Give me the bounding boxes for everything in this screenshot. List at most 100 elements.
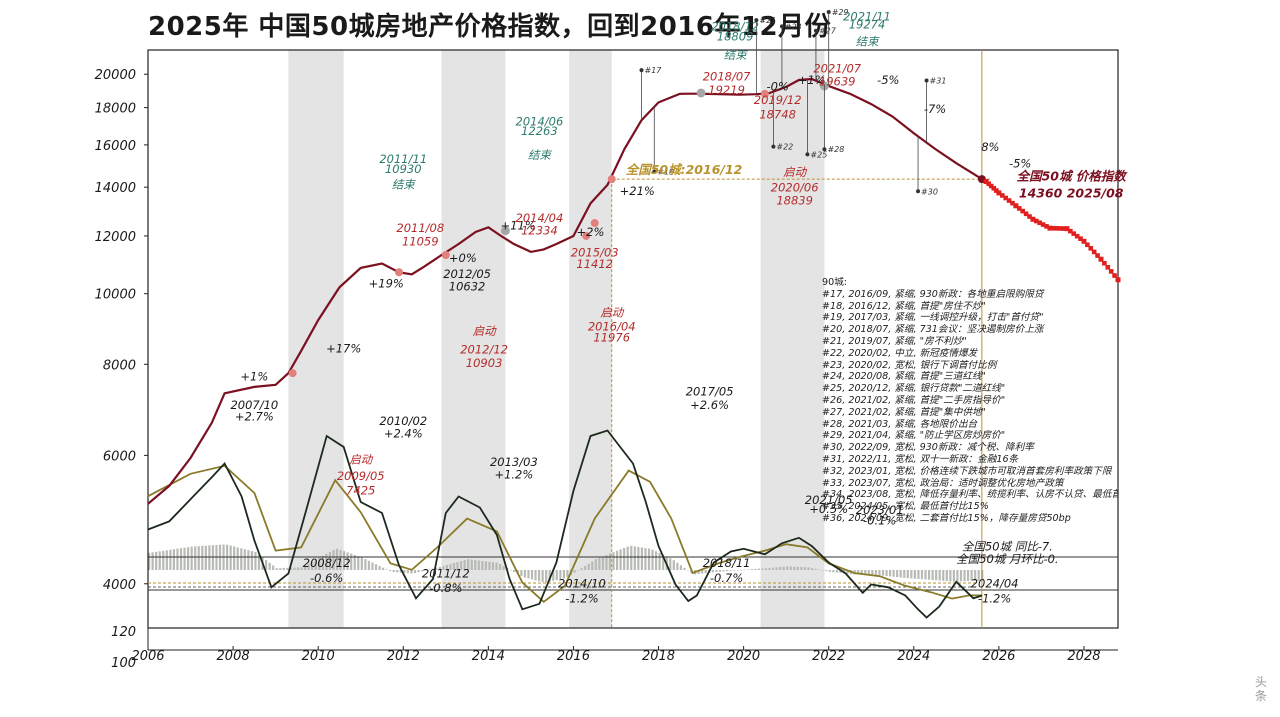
projection-point [1105, 264, 1111, 270]
x-tick-label: 2022 [812, 649, 845, 664]
momentum-bar [903, 570, 906, 578]
momentum-bar [296, 567, 300, 570]
momentum-bar [580, 568, 583, 570]
momentum-bar [885, 570, 888, 576]
x-tick-label: 2014 [472, 649, 505, 664]
annotation-label: 2012/05 [443, 267, 491, 281]
momentum-bar [818, 569, 821, 571]
momentum-bar [300, 567, 303, 570]
annotation-label: +17% [326, 342, 361, 356]
y-tick-label-bottom: 120 [111, 625, 136, 640]
momentum-bar [679, 565, 682, 570]
momentum-bar [321, 555, 324, 570]
annotation-label: +2.4% [384, 426, 423, 440]
policy-note-item: #31, 2022/11, 宽松, 双十一新政：金融16条 [822, 453, 1019, 465]
annotation-label: +2.6% [690, 398, 729, 412]
momentum-bar [807, 567, 810, 570]
annotation-label: 10903 [466, 356, 503, 370]
momentum-bar [374, 564, 378, 570]
projection-point [1020, 208, 1026, 214]
momentum-bar [541, 570, 544, 583]
projection-point [1088, 246, 1094, 251]
shaded-periods [288, 50, 825, 628]
momentum-bar [835, 570, 838, 573]
annotation-label: -1.2% [978, 592, 1011, 606]
y-tick-label: 8000 [103, 358, 136, 373]
policy-note-item: #21, 2019/07, 紧缩, "房不利炒" [822, 335, 967, 347]
projection-point [1016, 206, 1022, 211]
annotation-label: -0.1% [863, 514, 896, 528]
page-title: 2025年 中国50城房地产价格指数，回到2016年12月份 [148, 12, 832, 42]
momentum-bar [892, 570, 895, 577]
momentum-bar [917, 570, 920, 579]
momentum-bar [963, 570, 966, 582]
y-tick-label: 16000 [95, 139, 136, 154]
shaded-period [569, 50, 612, 628]
annotation-label: 12263 [521, 124, 558, 138]
momentum-bar [573, 570, 576, 573]
policy-note-item: #32, 2023/01, 宽松, 价格连续下跌城市可取消首套房利率政策下限 [822, 465, 1112, 477]
annotation-label: 结束 [528, 148, 552, 162]
momentum-bar [775, 567, 778, 570]
momentum-bar [871, 570, 874, 576]
x-tick-label: 2026 [982, 649, 1015, 664]
momentum-bar [194, 546, 197, 570]
momentum-bar [803, 567, 807, 570]
momentum-bar [825, 570, 828, 572]
annotation-label: +11% [501, 218, 536, 232]
momentum-bar [576, 570, 580, 571]
projection-point [1081, 238, 1087, 244]
annotation-label: 2016/04 [588, 320, 636, 334]
momentum-bar [864, 570, 867, 575]
momentum-bar [782, 566, 785, 570]
projection-point [1047, 225, 1053, 231]
annotation-label: 启动 [473, 324, 497, 338]
annotation-label: 10632 [449, 280, 486, 294]
annotation-label: 结束 [724, 48, 748, 62]
momentum-bar [935, 570, 938, 581]
momentum-bar [559, 570, 562, 580]
momentum-bar [470, 559, 473, 570]
momentum-bar [956, 570, 959, 582]
policy-marker-label: #21 [759, 16, 776, 25]
projection-points [983, 179, 1121, 283]
momentum-bar [704, 570, 707, 574]
annotation-label: 19639 [819, 75, 856, 89]
projection-point [1010, 200, 1015, 206]
momentum-bar [527, 570, 530, 579]
momentum-bar [332, 549, 335, 570]
projection-point [1051, 225, 1056, 231]
annotation-label: 2021/05 [805, 493, 853, 507]
momentum-bar [789, 566, 792, 570]
projection-point [991, 185, 997, 191]
policy-marker-dot [652, 169, 657, 174]
annotation-label: -0.7% [710, 571, 743, 585]
policy-marker-dot [924, 78, 929, 83]
policy-note-item: #36, 2024/09, 宽松, 二套首付比15%，降存量房贷50bp [822, 512, 1071, 524]
momentum-bar [523, 570, 527, 578]
annotation-label: 2009/05 [337, 469, 385, 483]
momentum-bar [945, 570, 948, 582]
mom-series-line [147, 464, 982, 603]
momentum-bar [396, 570, 399, 573]
momentum-bar [654, 551, 658, 570]
momentum-bar [254, 552, 257, 570]
projection-point [1085, 242, 1090, 248]
annotation-label: +19% [369, 276, 404, 290]
momentum-bar [754, 568, 757, 570]
projection-point [1003, 195, 1008, 201]
policy-note-item: #22, 2020/02, 中立, 新冠疫情爆发 [822, 347, 978, 359]
momentum-bar [761, 568, 764, 570]
event-marker [760, 89, 769, 98]
momentum-bar [832, 570, 835, 573]
momentum-bar [793, 566, 796, 570]
annotation-label: 2021/11 [843, 10, 891, 24]
momentum-bar [445, 564, 449, 570]
momentum-bar [711, 570, 714, 573]
momentum-bar [431, 568, 434, 570]
projection-point [1040, 222, 1046, 227]
policy-marker-dot [805, 152, 810, 157]
momentum-bar [637, 546, 640, 570]
momentum-bar [264, 560, 268, 570]
